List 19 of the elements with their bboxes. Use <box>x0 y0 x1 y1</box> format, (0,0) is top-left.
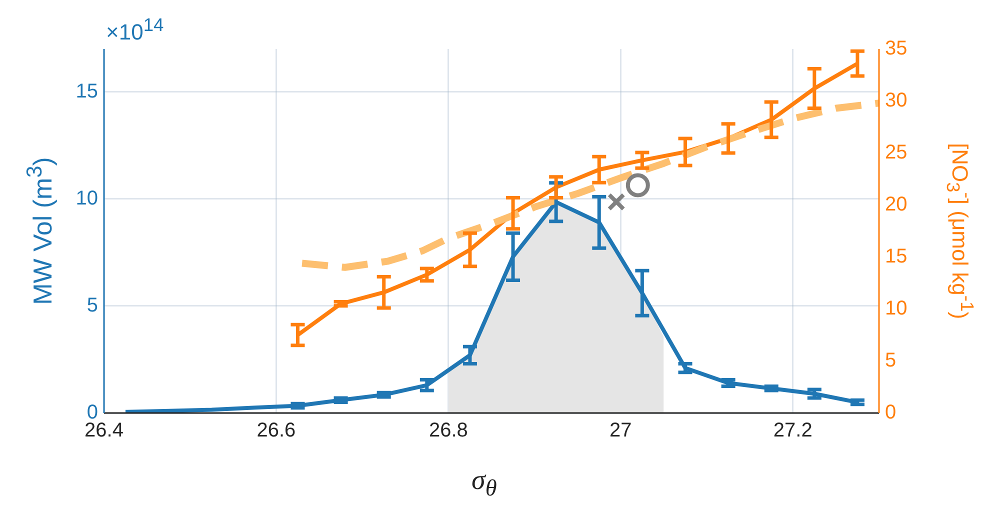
y2-tick-label: 30 <box>885 90 908 112</box>
x-tick-label: 26.6 <box>256 420 296 442</box>
point <box>626 173 650 198</box>
x-tick-label: 27.2 <box>773 420 812 442</box>
y2-tick-label: 25 <box>885 142 908 164</box>
x-axis-title: σ$_{θ}$ <box>472 465 497 503</box>
y2-tick-label: 10 <box>885 298 908 320</box>
text: ×10$^{14}$ <box>106 14 164 46</box>
y2-tick-label: 15 <box>885 246 908 268</box>
y2-tick-label: 5 <box>885 350 896 372</box>
y2-tick-label: 20 <box>885 194 908 216</box>
y-tick-label: 10 <box>76 187 98 210</box>
y2-tick-label: 0 <box>885 402 896 424</box>
x-tick-label: 26.8 <box>428 420 468 442</box>
point <box>607 192 626 211</box>
y-tick-label: 15 <box>76 80 98 102</box>
y-tick-label: 5 <box>86 294 98 316</box>
y2-tick-label: 35 <box>885 38 908 60</box>
x-tick-label: 27 <box>610 420 632 442</box>
